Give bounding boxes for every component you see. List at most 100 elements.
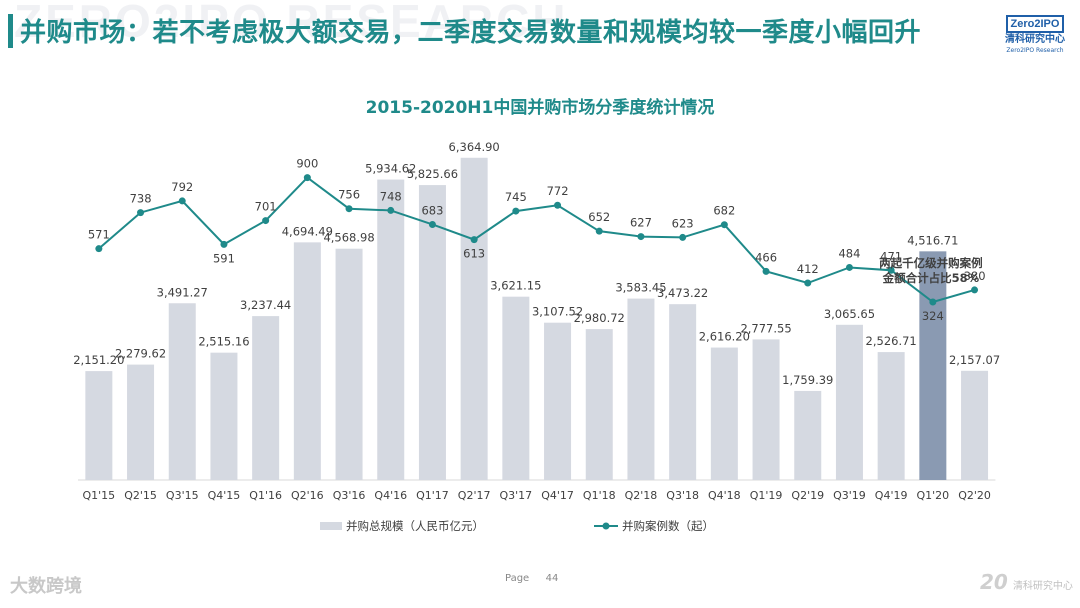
line-value-label: 683	[421, 203, 443, 217]
bar-value-label: 3,473.22	[657, 286, 708, 300]
x-tick-label: Q3'19	[833, 489, 866, 502]
line-point-Q4'17	[554, 201, 562, 209]
line-value-label: 613	[463, 247, 485, 261]
line-value-label: 652	[588, 210, 610, 224]
x-tick-label: Q1'19	[750, 489, 783, 502]
x-tick-label: Q1'15	[83, 489, 116, 502]
bar-Q2'16	[293, 242, 321, 480]
bar-Q2'18	[627, 298, 655, 480]
title-accent-bar	[8, 14, 13, 48]
bar-Q3'15	[168, 303, 196, 480]
line-point-Q2'18	[637, 233, 645, 241]
bar-value-label: 5,825.66	[407, 167, 458, 181]
bar-value-label: 3,237.44	[240, 298, 291, 312]
bar-value-label: 4,516.71	[907, 233, 958, 247]
bar-value-label: 3,065.65	[824, 307, 875, 321]
bar-Q1'16	[252, 316, 280, 480]
x-tick-label: Q2'16	[291, 489, 324, 502]
line-value-label: 412	[797, 262, 819, 276]
bar-value-label: 2,515.16	[198, 335, 249, 349]
bar-value-label: 6,364.90	[449, 140, 500, 154]
line-point-Q3'16	[345, 205, 353, 213]
line-point-Q1'18	[595, 227, 603, 235]
line-value-label: 571	[88, 228, 110, 242]
bar-value-label: 4,568.98	[323, 231, 374, 245]
chart-title: 2015-2020H1中国并购市场分季度统计情况	[365, 98, 715, 118]
bar-value-label: 2,616.20	[699, 330, 750, 344]
line-point-Q3'18	[679, 233, 687, 241]
x-tick-label: Q1'18	[583, 489, 616, 502]
bar-Q3'19	[835, 324, 863, 480]
line-series	[98, 176, 975, 304]
bar-value-label: 2,526.71	[866, 334, 917, 348]
line-point-Q3'15	[178, 197, 186, 205]
bar-Q1'18	[585, 329, 613, 480]
x-tick-label: Q1'16	[249, 489, 282, 502]
line-value-label: 900	[296, 157, 318, 171]
line-point-Q2'20	[971, 286, 979, 294]
line-point-Q2'19	[804, 279, 812, 287]
bar-Q4'18	[710, 347, 738, 480]
line-value-label: 745	[505, 190, 527, 204]
line-value-label: 772	[547, 184, 569, 198]
line-point-Q1'19	[762, 267, 770, 275]
x-tick-label: Q4'18	[708, 489, 741, 502]
bar-Q3'18	[669, 304, 697, 480]
zero2ipo-logo: Zero2IPO 清科研究中心 Zero2IPO Research	[1004, 12, 1066, 56]
bar-Q4'19	[877, 352, 905, 480]
legend-line-marker	[602, 522, 610, 530]
x-tick-label: Q4'15	[208, 489, 241, 502]
line-value-label: 380	[964, 269, 986, 283]
bar-Q1'19	[752, 339, 780, 480]
bar-Q1'20	[919, 251, 947, 480]
line-point-Q1'17	[428, 220, 436, 228]
page-title: 并购市场：若不考虑极大额交易，二季度交易数量和规模均较一季度小幅回升	[20, 18, 922, 48]
bar-Q3'16	[335, 248, 363, 480]
line-point-Q2'17	[470, 236, 478, 244]
bar-Q2'15	[127, 364, 155, 480]
x-tick-label: Q2'15	[124, 489, 157, 502]
bar-Q2'19	[794, 390, 822, 480]
line-value-label: 466	[755, 250, 777, 264]
bar-Q2'17	[460, 157, 488, 481]
logo-box-text: Zero2IPO	[1005, 15, 1065, 33]
legend-bar-label: 并购总规模（人民币亿元）	[346, 519, 484, 533]
bar-Q4'16	[377, 179, 405, 480]
legend-line-label: 并购案例数（起）	[622, 519, 714, 533]
line-point-Q2'16	[303, 174, 311, 182]
bar-Q3'17	[502, 296, 530, 480]
x-tick-label: Q2'18	[625, 489, 658, 502]
x-tick-label: Q4'19	[875, 489, 908, 502]
bar-Q4'15	[210, 352, 238, 480]
footer-right-num: 20	[980, 570, 1008, 594]
line-point-Q4'15	[220, 240, 228, 248]
x-tick-label: Q1'20	[917, 489, 950, 502]
line-point-Q1'20	[929, 298, 937, 306]
bar-value-label: 4,694.49	[282, 224, 333, 238]
line-point-Q4'19	[887, 266, 895, 274]
x-tick-label: Q4'16	[374, 489, 407, 502]
x-tick-label: Q3'18	[666, 489, 699, 502]
bar-value-label: 3,491.27	[157, 285, 208, 299]
line-value-label: 756	[338, 188, 360, 202]
bar-Q1'15	[85, 371, 113, 480]
line-value-label: 738	[130, 192, 152, 206]
x-tick-label: Q1'17	[416, 489, 449, 502]
bar-value-label: 3,583.45	[615, 281, 666, 295]
line-value-label: 591	[213, 251, 235, 265]
x-tick-label: Q2'19	[791, 489, 824, 502]
x-tick-label: Q3'16	[333, 489, 366, 502]
annotation-text: 金额合计占比58%	[882, 271, 980, 285]
line-value-label: 324	[922, 309, 944, 323]
line-value-label: 623	[672, 216, 694, 230]
footer-page-label: Page	[505, 573, 530, 584]
x-tick-label: Q4'17	[541, 489, 574, 502]
logo-cn-text: 清科研究中心	[1005, 34, 1065, 45]
line-point-Q4'16	[387, 206, 395, 214]
footer-brand: 大数跨境	[10, 576, 82, 597]
footer-page: Page 44	[505, 573, 558, 584]
x-tick-label: Q3'17	[500, 489, 533, 502]
background-watermark: ZERO2IPO RESEARCH	[14, 0, 569, 47]
line-point-Q2'15	[137, 209, 145, 217]
line-value-label: 701	[255, 200, 277, 214]
